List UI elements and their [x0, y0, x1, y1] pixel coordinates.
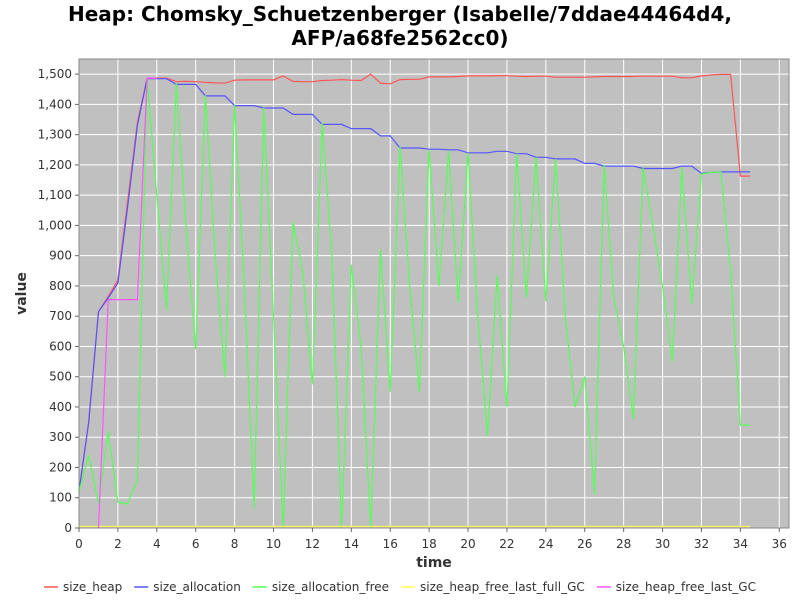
- plot-area: [79, 59, 789, 528]
- y-tick-label: 400: [49, 400, 72, 414]
- series-line-size-allocation: [78, 78, 751, 492]
- y-tick-label: 100: [49, 491, 72, 505]
- x-tick-label: 18: [421, 537, 436, 551]
- y-tick-label: 600: [49, 339, 72, 353]
- y-tick-label: 700: [49, 309, 72, 323]
- x-tick-label: 34: [733, 537, 748, 551]
- y-axis-ticks: 0 100 200 300 400 500 600 700 800 900 1,000 1,100 1,…: [38, 67, 79, 535]
- x-tick-label: 8: [231, 537, 239, 551]
- y-tick-label: 1,500: [38, 67, 72, 81]
- grid-lines: [78, 59, 789, 529]
- x-tick-label: 4: [153, 537, 161, 551]
- y-tick-label: 1,300: [38, 128, 72, 142]
- y-tick-label: 800: [49, 279, 72, 293]
- chart-title-line-2: AFP/a68fe2562cc0): [291, 26, 509, 50]
- x-tick-label: 0: [75, 537, 83, 551]
- x-axis-label: time: [416, 555, 452, 571]
- y-tick-label: 1,200: [38, 158, 72, 172]
- x-tick-label: 12: [305, 537, 320, 551]
- legend-label: size_heap: [63, 580, 122, 594]
- y-tick-label: 1,000: [38, 218, 72, 232]
- y-tick-label: 200: [49, 460, 72, 474]
- plot-border: [78, 58, 790, 529]
- x-tick-label: 10: [266, 537, 281, 551]
- series-line-size-allocation-free: [78, 78, 751, 529]
- x-tick-label: 28: [616, 537, 631, 551]
- series-lines: [78, 73, 751, 529]
- series-line-size-heap: [78, 73, 751, 492]
- y-axis-label: value: [14, 272, 30, 315]
- x-tick-label: 36: [772, 537, 787, 551]
- legend-label: size_heap_free_last_full_GC: [420, 580, 585, 594]
- x-tick-label: 2: [114, 537, 122, 551]
- legend-label: size_allocation_free: [272, 580, 389, 594]
- legend-label: size_heap_free_last_GC: [616, 580, 756, 594]
- chart-title-line-1: Heap: Chomsky_Schuetzenberger (Isabelle/…: [67, 2, 733, 26]
- x-tick-label: 26: [577, 537, 592, 551]
- y-tick-label: 1,100: [38, 188, 72, 202]
- x-tick-label: 32: [694, 537, 709, 551]
- x-tick-label: 14: [344, 537, 359, 551]
- x-tick-label: 30: [655, 537, 670, 551]
- x-tick-label: 22: [499, 537, 514, 551]
- y-tick-label: 1,400: [38, 97, 72, 111]
- x-tick-label: 6: [192, 537, 200, 551]
- x-tick-label: 24: [538, 537, 553, 551]
- y-tick-label: 900: [49, 249, 72, 263]
- chart-title: Heap: Chomsky_Schuetzenberger (Isabelle/…: [0, 2, 800, 50]
- legend: size_heap size_allocation size_allocation_…: [44, 580, 756, 594]
- y-tick-label: 500: [49, 370, 72, 384]
- y-tick-label: 300: [49, 430, 72, 444]
- x-tick-label: 20: [460, 537, 475, 551]
- y-tick-label: 0: [64, 521, 72, 535]
- series-line-size-heap-free-last-GC: [97, 77, 157, 529]
- legend-label: size_allocation: [153, 580, 241, 594]
- x-tick-label: 16: [383, 537, 398, 551]
- x-axis-ticks: 0 2 4 6 8 10 12 14 16 18 20 22 24 26 28 30 32 34 36: [75, 528, 787, 551]
